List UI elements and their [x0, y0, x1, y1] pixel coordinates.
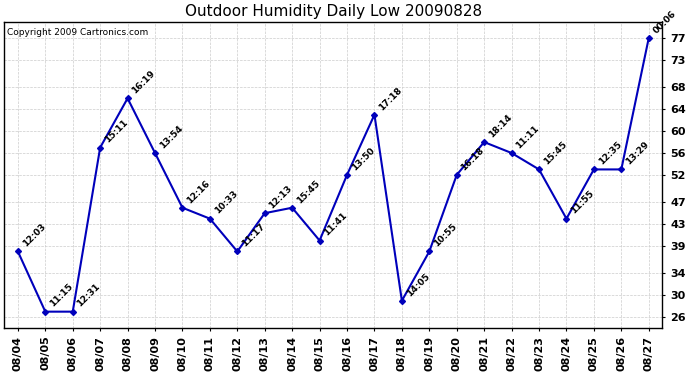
Text: 12:16: 12:16	[185, 178, 212, 205]
Text: 13:29: 13:29	[624, 140, 651, 166]
Text: 15:11: 15:11	[103, 118, 130, 145]
Text: 00:06: 00:06	[651, 9, 678, 35]
Text: 11:15: 11:15	[48, 282, 75, 309]
Text: 11:55: 11:55	[569, 189, 596, 216]
Text: 18:14: 18:14	[487, 112, 513, 139]
Text: 13:54: 13:54	[158, 123, 184, 150]
Text: 13:50: 13:50	[350, 146, 376, 172]
Text: Copyright 2009 Cartronics.com: Copyright 2009 Cartronics.com	[8, 28, 149, 37]
Text: 11:41: 11:41	[322, 211, 349, 238]
Text: 10:55: 10:55	[432, 222, 459, 249]
Text: 16:19: 16:19	[130, 69, 157, 96]
Title: Outdoor Humidity Daily Low 20090828: Outdoor Humidity Daily Low 20090828	[185, 4, 482, 19]
Text: 11:17: 11:17	[240, 222, 267, 249]
Text: 12:31: 12:31	[75, 282, 102, 309]
Text: 12:13: 12:13	[268, 184, 294, 210]
Text: 10:33: 10:33	[213, 189, 239, 216]
Text: 17:18: 17:18	[377, 85, 404, 112]
Text: 15:45: 15:45	[542, 140, 569, 166]
Text: 11:11: 11:11	[514, 124, 541, 150]
Text: 12:35: 12:35	[597, 140, 623, 166]
Text: 15:45: 15:45	[295, 178, 322, 205]
Text: 14:05: 14:05	[404, 272, 431, 298]
Text: 16:18: 16:18	[460, 146, 486, 172]
Text: 12:03: 12:03	[21, 222, 47, 249]
